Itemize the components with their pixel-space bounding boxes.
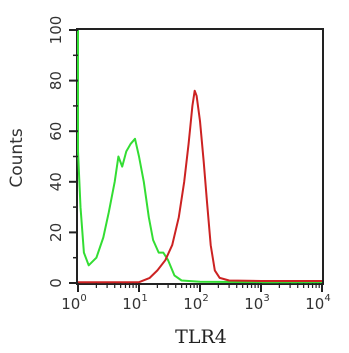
- y-axis: 0 20 40 60 80 100: [47, 16, 78, 288]
- y-axis-title: Counts: [7, 128, 27, 187]
- x-tick-label: 103: [244, 293, 269, 313]
- series-line-2: [78, 89, 322, 284]
- x-tick-label: 101: [122, 293, 147, 313]
- plot-frame: [76, 28, 324, 285]
- x-tick-label: 104: [305, 293, 330, 313]
- y-tick-label: 100: [47, 16, 65, 45]
- x-axis: 100 101 102 103 104: [61, 283, 331, 313]
- y-tick-label: 20: [47, 223, 65, 242]
- y-tick-label: 40: [47, 172, 65, 191]
- x-tick-label: 102: [183, 293, 208, 313]
- series-layer: [77, 30, 322, 284]
- x-axis-title: TLR4: [175, 326, 227, 348]
- y-tick-label: 60: [47, 122, 65, 141]
- y-tick-label: 0: [47, 278, 65, 288]
- series-line-1: [77, 30, 322, 284]
- y-tick-label: 80: [47, 71, 65, 90]
- x-tick-label: 100: [61, 293, 86, 313]
